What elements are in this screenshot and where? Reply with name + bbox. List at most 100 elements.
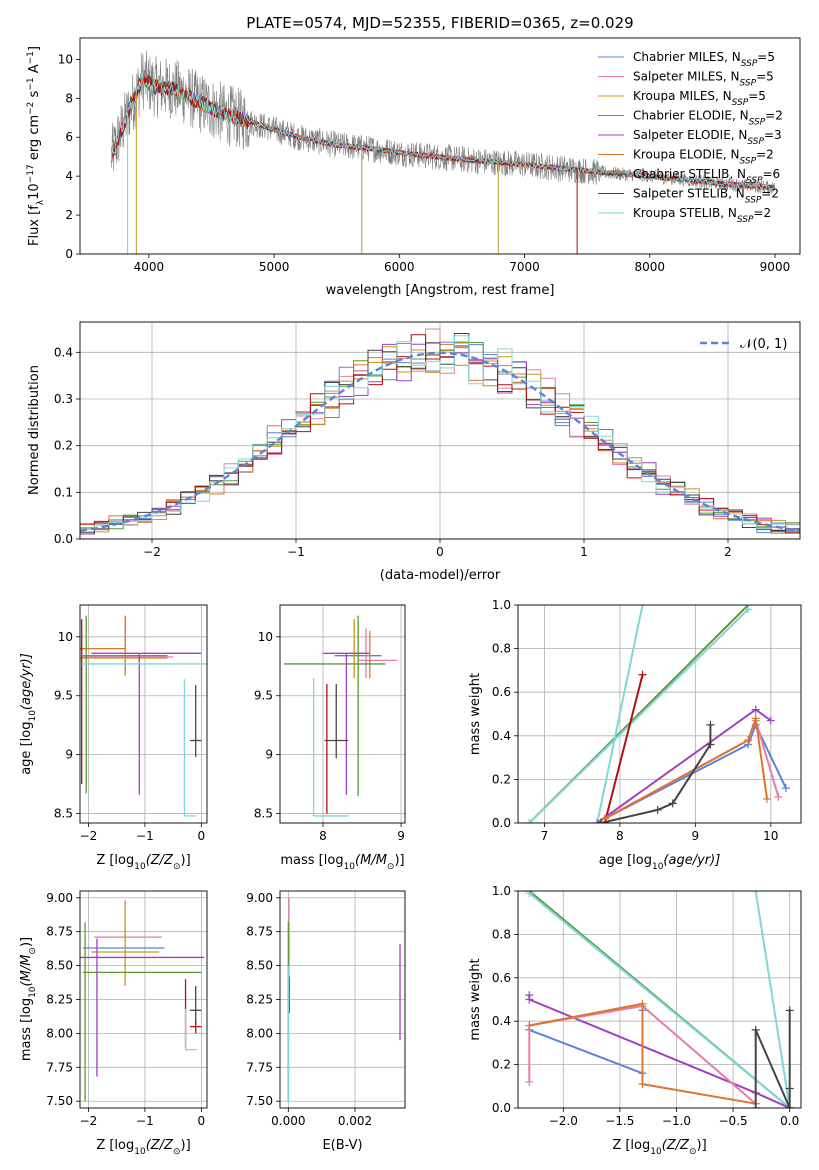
- legend-label-7: Salpeter STELIB, NSSP=2: [633, 187, 779, 206]
- weight-vs-Z-marker: [785, 1104, 794, 1108]
- weight-vs-age-ytick-label: 0.2: [492, 772, 511, 786]
- weight-vs-Z-xtick-label: 0.0: [780, 1114, 799, 1128]
- residual-legend: 𝒩(0, 1): [700, 337, 787, 352]
- weight-vs-Z-marker: [751, 1025, 760, 1034]
- weight-vs-age-series-5: [604, 722, 787, 820]
- weight-vs-Z-marker: [525, 1021, 534, 1030]
- weight-vs-age-ytick-label: 0.8: [492, 642, 511, 656]
- mass-vs-ebv-xtick-label: 0.002: [338, 1114, 372, 1128]
- age-vs-mass-ytick-label: 9.5: [254, 689, 273, 703]
- spectrum-ytick-label: 6: [65, 130, 73, 144]
- weight-vs-age-series-4: [596, 708, 772, 823]
- age-vs-mass-xtick-label: 9: [397, 829, 405, 843]
- age-vs-mass-ytick-label: 9: [265, 748, 273, 762]
- weight-vs-Z-ytick-label: 0.8: [492, 927, 511, 941]
- mass-vs-Z-ytick-label: 8.50: [46, 959, 73, 973]
- age-vs-mass-ytick-label: 10: [258, 630, 273, 644]
- age-vs-Z-ylabel: age [log10(age/yr)]: [19, 653, 38, 775]
- weight-vs-Z-series-2: [754, 891, 791, 1108]
- weight-vs-age-marker: [774, 792, 783, 801]
- spectrum-ytick-label: 4: [65, 169, 73, 183]
- residuals-xtick-label: −1: [287, 545, 305, 559]
- spectrum-panel: 4000 5000 6000 7000 8000 9000 0 2 4 6 8 10 Chabrier …: [26, 37, 801, 298]
- legend-label-1: Salpeter MILES, NSSP=5: [633, 70, 774, 89]
- weight-vs-age-panel: 7 8 9 10 0.0 0.2 0.4 0.6 0.8 1.0 age [log10(age/yr…: [468, 598, 802, 872]
- age-vs-Z-plot-area: [80, 615, 207, 817]
- residuals-plot-area: [80, 328, 800, 535]
- weight-vs-age-ytick-label: 0.4: [492, 729, 511, 743]
- legend-label-0: Chabrier MILES, NSSP=5: [633, 50, 775, 69]
- mass-vs-Z-xtick-label: −1: [136, 1114, 154, 1128]
- weight-vs-age-series-2: [596, 605, 644, 823]
- weight-vs-age-marker: [766, 716, 775, 725]
- age-vs-Z-xtick-label: −2: [80, 829, 98, 843]
- figure-title: PLATE=0574, MJD=52355, FIBERID=0365, z=0…: [246, 14, 633, 32]
- mass-vs-Z-ytick-label: 8.75: [46, 925, 73, 939]
- weight-vs-Z-frame: [517, 890, 802, 1109]
- residuals-ytick-label: 0.0: [54, 532, 73, 546]
- residuals-frame: [79, 321, 801, 540]
- weight-vs-age-plot-area: [525, 605, 790, 823]
- weight-vs-age-marker: [744, 605, 753, 614]
- residuals-ytick-label: 0.4: [54, 345, 73, 359]
- mass-vs-ebv-ytick-label: 8.75: [246, 925, 273, 939]
- weight-vs-Z-marker: [525, 995, 534, 1004]
- mass-vs-ebv-ytick-label: 8.00: [246, 1026, 273, 1040]
- weight-vs-age-marker: [597, 819, 606, 823]
- spectrum-xtick-label: 7000: [509, 260, 540, 274]
- residuals-xtick-label: 1: [580, 545, 588, 559]
- residual-hist-8: [80, 335, 800, 530]
- weight-vs-age-xtick-label: 9: [692, 829, 700, 843]
- spectrum-ytick-label: 2: [65, 208, 73, 222]
- weight-vs-age-marker: [653, 805, 662, 814]
- weight-vs-age-marker: [593, 819, 602, 823]
- weight-vs-age-xtick-label: 7: [541, 829, 549, 843]
- residuals-ylabel: Normed distribution: [27, 365, 42, 495]
- spectrum-xlabel: wavelength [Angstrom, rest frame]: [326, 283, 555, 298]
- spectrum-xtick-label: 4000: [134, 260, 165, 274]
- age-vs-Z-ytick-label: 9: [65, 748, 73, 762]
- spectrum-ytick-label: 0: [65, 247, 73, 261]
- mass-vs-Z-xtick-label: 0: [198, 1114, 206, 1128]
- weight-vs-age-marker: [525, 819, 534, 823]
- mass-vs-Z-ytick-label: 7.75: [46, 1060, 73, 1074]
- weight-vs-Z-marker: [638, 1080, 647, 1089]
- weight-vs-age-xtick-label: 10: [763, 829, 778, 843]
- weight-vs-Z-ytick-label: 0.6: [492, 971, 511, 985]
- mass-vs-Z-ytick-label: 8.25: [46, 993, 73, 1007]
- age-vs-mass-panel: 8 9 8.5 9 9.5 10 mass [log10(M/M⊙)]: [254, 604, 406, 872]
- age-vs-mass-xtick-label: 8: [319, 829, 327, 843]
- residuals-xtick-label: 2: [724, 545, 732, 559]
- mass-vs-Z-ytick-label: 8.00: [46, 1026, 73, 1040]
- mass-vs-ebv-ytick-label: 9.00: [246, 891, 273, 905]
- legend-label-4: Salpeter ELODIE, NSSP=3: [633, 128, 782, 147]
- weight-vs-age-xlabel: age [log10(age/yr)]: [599, 853, 721, 872]
- weight-vs-Z-marker: [638, 999, 647, 1008]
- spectrum-xtick-label: 5000: [259, 260, 290, 274]
- weight-vs-Z-marker: [525, 891, 534, 898]
- spectrum-xtick-label: 9000: [760, 260, 791, 274]
- weight-vs-Z-marker: [751, 891, 760, 895]
- weight-vs-Z-ytick-label: 0.2: [492, 1058, 511, 1072]
- residuals-ytick-label: 0.1: [54, 485, 73, 499]
- weight-vs-Z-marker: [785, 1006, 794, 1015]
- age-vs-Z-ytick-label: 8.5: [54, 807, 73, 821]
- weight-vs-Z-ytick-label: 1.0: [492, 884, 511, 898]
- spectrum-xtick-label: 8000: [634, 260, 665, 274]
- residuals-ytick-label: 0.3: [54, 392, 73, 406]
- age-vs-mass-ytick-label: 8.5: [254, 807, 273, 821]
- weight-vs-age-marker: [744, 736, 753, 745]
- legend-label-6: Chabrier STELIB, NSSP=6: [633, 167, 780, 186]
- mass-vs-ebv-panel: 0.000 0.002 7.50 7.75 8.00 8.25 8.50 8.75 9.00 E(…: [246, 890, 406, 1153]
- weight-vs-Z-xtick-label: −1.0: [662, 1114, 691, 1128]
- weight-vs-age-marker: [751, 714, 760, 723]
- weight-vs-age-marker: [751, 705, 760, 714]
- weight-vs-age-marker: [706, 720, 715, 729]
- mass-vs-Z-frame: [79, 890, 208, 1109]
- weight-vs-age-series-3: [603, 674, 644, 823]
- residual-hist-7: [80, 334, 800, 534]
- mass-vs-Z-xtick-label: −2: [80, 1114, 98, 1128]
- weight-vs-age-frame: [517, 604, 802, 824]
- age-vs-mass-xlabel: mass [log10(M/M⊙)]: [280, 853, 404, 872]
